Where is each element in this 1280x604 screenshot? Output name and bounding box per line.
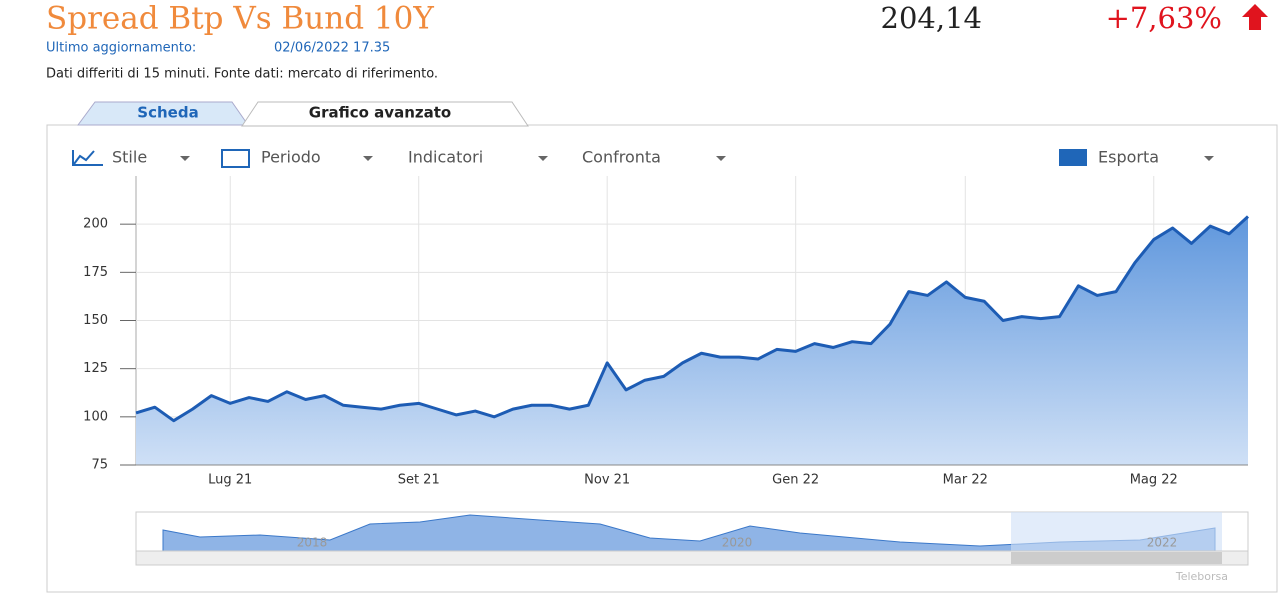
watermark: Teleborsa	[1175, 570, 1228, 583]
tab-label[interactable]: Grafico avanzato	[309, 104, 451, 122]
icon	[1059, 149, 1087, 166]
updated-label: Ultimo aggiornamento:	[46, 41, 196, 56]
tab[interactable]	[241, 101, 529, 127]
caret	[1204, 156, 1214, 161]
caret	[716, 156, 726, 161]
caret	[363, 156, 373, 161]
y-tick-label: 125	[83, 361, 108, 376]
x-tick-label: Mag 22	[1130, 473, 1178, 488]
navigator-label: 2018	[297, 536, 328, 550]
icon	[221, 149, 250, 168]
y-tick-label: 200	[83, 217, 108, 232]
toolbar-item[interactable]: Stile	[112, 148, 147, 167]
toolbar-item[interactable]: Esporta	[1098, 148, 1159, 167]
scroll-thumb[interactable]	[1011, 552, 1222, 564]
y-tick-label: 150	[83, 313, 108, 328]
toolbar-item[interactable]: Indicatori	[408, 148, 483, 167]
toolbar-item[interactable]: Confronta	[582, 148, 661, 167]
x-tick-label: Mar 22	[943, 473, 988, 488]
x-tick-label: Nov 21	[584, 473, 630, 488]
navigator-label: 2022	[1147, 536, 1178, 550]
navigator-selection[interactable]	[1011, 512, 1222, 551]
toolbar-item[interactable]: Periodo	[261, 148, 321, 167]
icon	[72, 150, 103, 166]
plot: 75 100 125 150 175 200 Lug 21 Set 21 Nov 21 Gen 2…	[83, 176, 1250, 488]
price: 204,14	[881, 1, 982, 35]
change: +7,63%	[1106, 1, 1222, 35]
note: Dati differiti di 15 minuti. Fonte dati:…	[46, 67, 438, 82]
title: Spread Btp Vs Bund 10Y	[46, 1, 434, 37]
tab-label[interactable]: Scheda	[137, 104, 198, 122]
navigator-label: 2020	[722, 536, 753, 550]
y-tick-label: 75	[91, 458, 108, 473]
up-arrow	[1242, 4, 1268, 30]
line	[135, 215, 1250, 423]
caret	[538, 156, 548, 161]
updated-value: 02/06/2022 17.35	[274, 41, 390, 56]
y-tick-label: 100	[83, 409, 108, 424]
area	[136, 216, 1248, 465]
scrollbar[interactable]	[135, 550, 1249, 566]
y-tick-label: 175	[83, 265, 108, 280]
x-tick-label: Lug 21	[208, 473, 252, 488]
caret	[180, 156, 190, 161]
tab[interactable]	[77, 101, 249, 126]
x-tick-label: Gen 22	[772, 473, 819, 488]
x-tick-label: Set 21	[398, 473, 440, 488]
